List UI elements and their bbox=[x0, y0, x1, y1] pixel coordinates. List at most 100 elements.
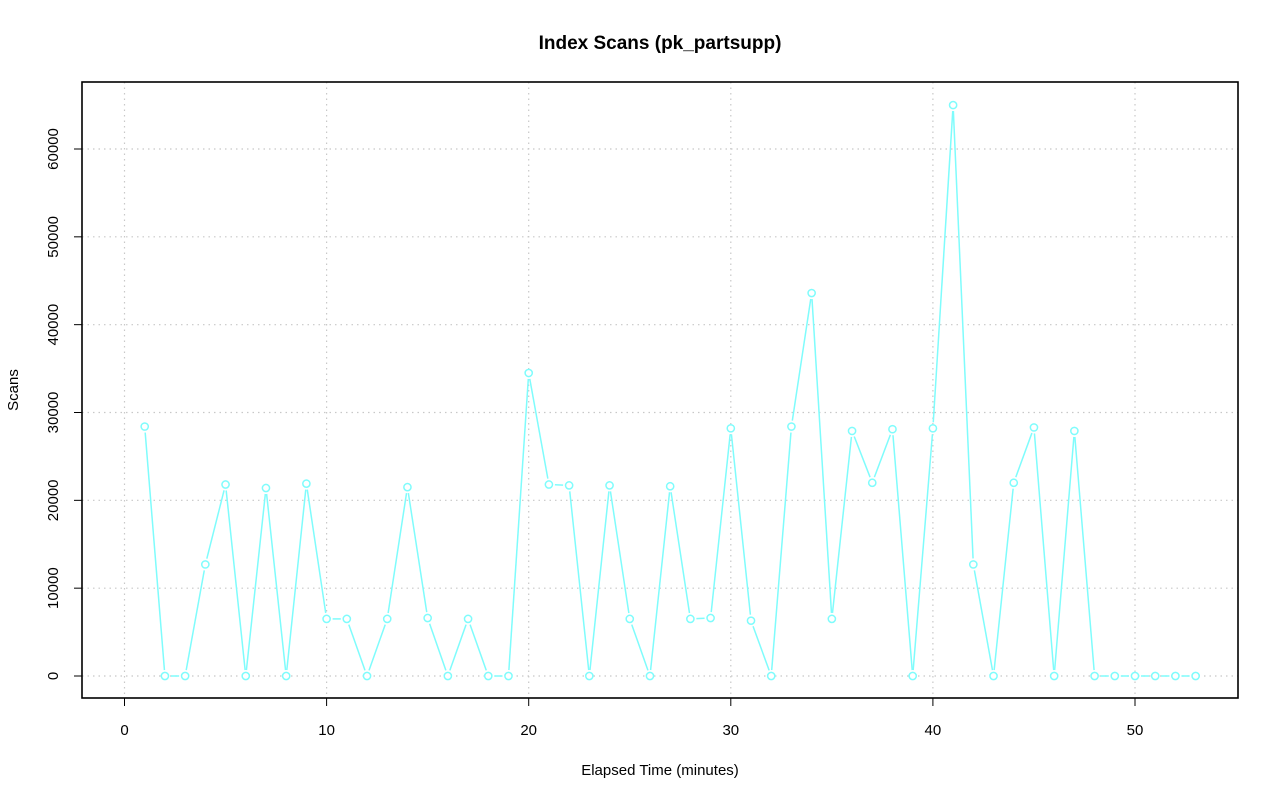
data-point bbox=[342, 614, 352, 624]
y-tick-label: 20000 bbox=[45, 479, 62, 521]
data-point bbox=[686, 614, 695, 624]
series-segment bbox=[609, 491, 630, 614]
data-point bbox=[807, 288, 816, 298]
data-point bbox=[443, 671, 453, 681]
series-segment bbox=[368, 624, 386, 671]
series-segment bbox=[649, 492, 671, 671]
series-segment bbox=[1053, 436, 1075, 671]
data-point bbox=[766, 671, 776, 681]
series-segment bbox=[245, 493, 267, 671]
data-point bbox=[1009, 478, 1019, 488]
data-point bbox=[564, 481, 574, 490]
series-segment bbox=[892, 435, 913, 671]
series-segment bbox=[529, 378, 549, 479]
x-axis-label: Elapsed Time (minutes) bbox=[581, 762, 739, 779]
series-segment bbox=[589, 491, 610, 671]
data-point bbox=[908, 671, 918, 681]
series-segment bbox=[730, 434, 752, 615]
x-axis: 0 10 20 30 40 50 bbox=[120, 697, 1144, 739]
series-segment bbox=[387, 492, 408, 614]
series-segment bbox=[631, 624, 649, 671]
data-point bbox=[726, 423, 736, 433]
data-point bbox=[605, 481, 614, 490]
data-point bbox=[423, 613, 432, 623]
series-segment bbox=[791, 298, 812, 421]
data-point bbox=[1171, 671, 1180, 681]
series-layer bbox=[140, 100, 1200, 681]
chart-title: Index Scans (pk_partsupp) bbox=[539, 33, 782, 54]
data-point bbox=[928, 423, 938, 433]
data-point bbox=[1049, 671, 1059, 681]
y-axis-label: Scans bbox=[5, 369, 22, 411]
y-axis: 0 10000 20000 30000 40000 50000 60000 bbox=[45, 128, 83, 680]
plot-area-frame bbox=[81, 81, 1239, 699]
data-point bbox=[302, 479, 311, 488]
series-segment bbox=[831, 436, 853, 614]
series-segment bbox=[912, 434, 934, 671]
data-point bbox=[140, 422, 150, 431]
series-segment bbox=[1033, 433, 1055, 671]
data-point bbox=[1130, 671, 1140, 681]
series-segment bbox=[508, 378, 530, 671]
grid bbox=[82, 82, 1238, 698]
data-point bbox=[665, 481, 675, 491]
data-point bbox=[948, 100, 958, 110]
data-point bbox=[281, 671, 291, 681]
series-segment bbox=[1015, 432, 1033, 478]
series-segment bbox=[811, 298, 833, 613]
data-point bbox=[483, 671, 493, 681]
series-segment bbox=[670, 492, 691, 614]
series-segment bbox=[932, 111, 954, 423]
data-point bbox=[322, 614, 331, 624]
series-segment bbox=[185, 570, 206, 671]
y-tick-label: 30000 bbox=[45, 392, 62, 434]
x-tick-label: 40 bbox=[925, 722, 942, 739]
y-tick-label: 10000 bbox=[45, 567, 62, 609]
series-segment bbox=[407, 492, 428, 613]
data-point bbox=[867, 478, 877, 488]
series-segment bbox=[428, 623, 447, 671]
series-segment bbox=[853, 436, 871, 478]
data-point bbox=[625, 614, 635, 624]
x-tick-label: 20 bbox=[520, 722, 537, 739]
series-segment bbox=[265, 493, 287, 671]
data-point bbox=[827, 614, 837, 624]
data-point bbox=[888, 424, 897, 434]
data-point bbox=[1191, 671, 1200, 681]
data-point bbox=[584, 671, 594, 681]
data-point bbox=[261, 483, 271, 493]
series-segment bbox=[569, 491, 590, 671]
data-point bbox=[1070, 426, 1079, 436]
data-point bbox=[1090, 671, 1099, 681]
series-segment bbox=[973, 570, 994, 671]
series-segment bbox=[144, 432, 166, 671]
x-tick-label: 0 bbox=[120, 722, 128, 739]
data-point bbox=[989, 671, 998, 681]
y-tick-label: 50000 bbox=[45, 216, 62, 258]
data-point bbox=[180, 671, 190, 681]
series-segment bbox=[710, 434, 731, 613]
data-point bbox=[746, 616, 756, 626]
data-point bbox=[544, 480, 554, 489]
series-segment bbox=[306, 489, 327, 614]
data-point bbox=[524, 368, 534, 378]
data-point bbox=[241, 671, 251, 681]
data-point bbox=[706, 613, 715, 623]
series-segment bbox=[206, 490, 225, 559]
series-segment bbox=[225, 490, 246, 671]
y-tick-label: 0 bbox=[45, 672, 62, 680]
data-point bbox=[787, 422, 796, 431]
data-point bbox=[362, 671, 372, 681]
data-point bbox=[403, 482, 412, 492]
data-point bbox=[200, 560, 210, 569]
data-point bbox=[504, 671, 513, 681]
x-tick-label: 30 bbox=[722, 722, 739, 739]
x-tick-label: 50 bbox=[1127, 722, 1144, 739]
data-point bbox=[1029, 423, 1039, 432]
series-segment bbox=[752, 626, 770, 671]
series-segment bbox=[286, 489, 307, 671]
series-segment bbox=[993, 488, 1014, 671]
data-point bbox=[463, 614, 473, 624]
series-segment bbox=[770, 432, 792, 671]
